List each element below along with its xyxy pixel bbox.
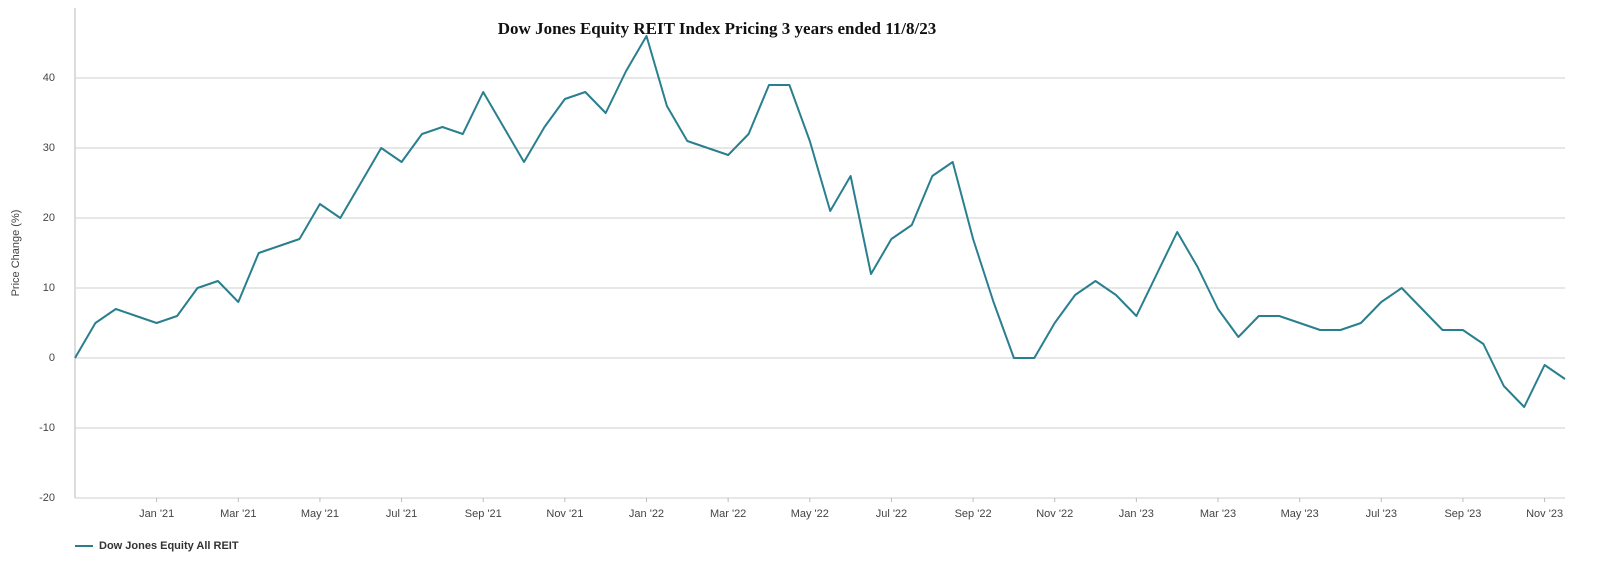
x-tick-label: Jul '22 (876, 508, 907, 520)
x-tick-label: May '23 (1281, 508, 1319, 520)
chart-title: Dow Jones Equity REIT Index Pricing 3 ye… (498, 19, 936, 38)
x-tick-label: Jul '21 (386, 508, 417, 520)
y-tick-label: -10 (39, 422, 55, 434)
x-tick-label: Mar '22 (710, 508, 746, 520)
x-tick-label: Nov '22 (1036, 508, 1073, 520)
x-tick-label: Sep '22 (955, 508, 992, 520)
x-tick-label: Nov '21 (546, 508, 583, 520)
legend-label: Dow Jones Equity All REIT (99, 540, 239, 552)
series-line (74, 35, 1566, 408)
y-tick-label: 10 (43, 282, 55, 294)
x-tick-label: Sep '23 (1444, 508, 1481, 520)
y-tick-label: 0 (49, 352, 55, 364)
y-tick-label: 20 (43, 212, 55, 224)
x-tick-label: May '22 (791, 508, 829, 520)
y-tick-label: 40 (43, 72, 55, 84)
x-tick-label: Sep '21 (465, 508, 502, 520)
x-tick-label: Jan '22 (629, 508, 664, 520)
x-tick-label: Mar '23 (1200, 508, 1236, 520)
x-tick-label: Jul '23 (1366, 508, 1397, 520)
x-tick-label: Jan '23 (1119, 508, 1154, 520)
x-tick-label: Jan '21 (139, 508, 174, 520)
y-tick-label: -20 (39, 492, 55, 504)
y-tick-label: 30 (43, 142, 55, 154)
x-tick-label: Nov '23 (1526, 508, 1563, 520)
x-tick-label: Mar '21 (220, 508, 256, 520)
y-axis-label: Price Change (%) (10, 210, 22, 297)
x-tick-label: May '21 (301, 508, 339, 520)
